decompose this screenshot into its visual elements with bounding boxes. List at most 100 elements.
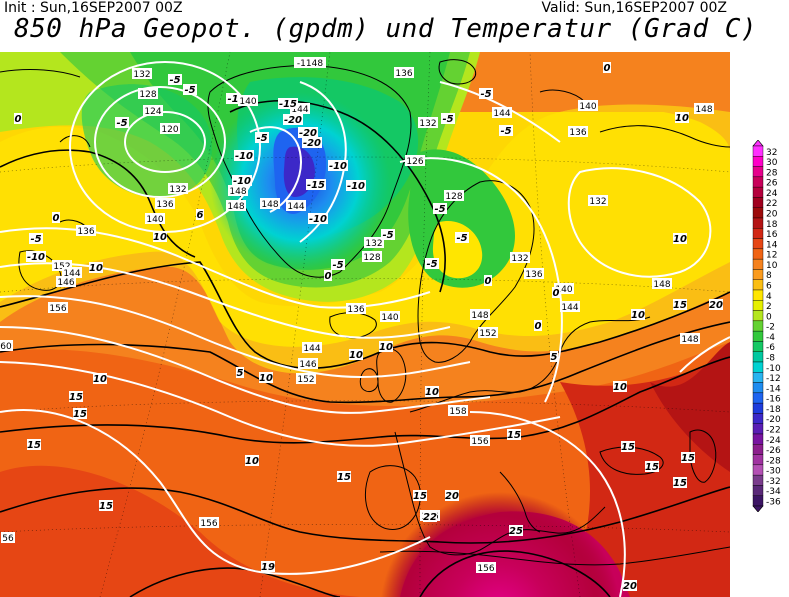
temp-label-28: 0 <box>535 321 542 332</box>
legend-label-8: 16 <box>766 230 778 240</box>
temp-label-61: 22 <box>423 512 437 523</box>
height-label-bg-43 <box>470 435 490 446</box>
height-label-bg-27 <box>364 237 384 248</box>
legend-swatch-29 <box>752 444 764 455</box>
height-label-bg-11 <box>568 126 588 137</box>
temp-label-60: 20 <box>445 491 459 502</box>
legend-swatch-9 <box>752 238 764 250</box>
legend-label-10: 12 <box>766 251 777 261</box>
temp-label-45: 10 <box>425 387 439 398</box>
legend-label-1: 30 <box>766 158 778 168</box>
temp-label-46: 5 <box>551 352 558 363</box>
height-label-27: 132 <box>365 239 382 249</box>
temp-label-bg-31 <box>26 251 46 262</box>
temp-label-33: 6 <box>197 210 204 221</box>
init-time-label: Init : Sun,16SEP2007 00Z <box>4 0 183 16</box>
temp-label-bg-62 <box>509 525 523 536</box>
height-label-bg-23 <box>52 260 72 271</box>
height-label-4: 140 <box>239 97 256 107</box>
legend-swatch-4 <box>752 186 764 198</box>
height-label-bg-26 <box>48 302 68 313</box>
temp-label-bg-6 <box>255 132 269 143</box>
temp-label-59: 15 <box>413 491 427 502</box>
temp-label-bg-42 <box>349 349 363 360</box>
legend-label-3: 26 <box>766 179 778 189</box>
height-label-47: 60 <box>0 342 12 352</box>
legend-label-6: 20 <box>766 210 778 220</box>
height-label-bg-16 <box>286 200 306 211</box>
temp-label-34: 10 <box>153 232 167 243</box>
temp-label-3: -15 <box>279 99 297 110</box>
legend-label-21: -10 <box>766 364 781 374</box>
height-label-13: 126 <box>406 157 423 167</box>
temp-label-bg-5 <box>115 117 129 128</box>
temp-label-41: 10 <box>259 373 273 384</box>
temp-label-bg-0 <box>168 74 182 85</box>
height-label-22: 136 <box>77 227 94 237</box>
temp-label-24: 0 <box>15 114 22 125</box>
temp-label-bg-24 <box>14 113 22 124</box>
legend-label-22: -12 <box>766 374 781 384</box>
temp-label-bg-25 <box>52 212 60 223</box>
legend-swatch-18 <box>752 330 764 342</box>
height-label-bg-44 <box>199 517 219 528</box>
temp-label-bg-57 <box>99 500 113 511</box>
height-label-19: 140 <box>146 215 163 225</box>
height-label-bg-28 <box>362 251 382 262</box>
height-label-6: 144 <box>291 105 308 115</box>
temp-label-bg-46 <box>550 351 558 362</box>
temp-label-bg-9 <box>234 150 254 161</box>
height-label-38: 152 <box>297 375 314 385</box>
height-label-bg-42 <box>448 405 468 416</box>
temp-label-18: -5 <box>434 204 445 215</box>
temp-label-31: -10 <box>27 252 45 263</box>
temp-label-bg-15 <box>479 88 493 99</box>
temp-label-bg-38 <box>673 299 687 310</box>
temp-label-bg-14 <box>308 213 328 224</box>
temp-label-bg-55 <box>673 477 687 488</box>
temp-label-42: 10 <box>349 350 363 361</box>
legend-swatch-3 <box>752 176 764 188</box>
geopotential-contours <box>0 61 730 597</box>
temp-label-30: -5 <box>30 234 41 245</box>
legend-swatch-13 <box>752 279 764 291</box>
temp-label-11: -15 <box>307 180 325 191</box>
legend-swatch-25 <box>752 402 764 414</box>
height-label-bg-39 <box>470 309 490 320</box>
legend-swatch-30 <box>752 454 764 466</box>
height-label-bg-25 <box>62 267 82 278</box>
legend-label-24: -16 <box>766 395 781 405</box>
temp-label-bg-35 <box>675 112 689 123</box>
legend-swatch-15 <box>752 300 764 311</box>
temp-label-bg-61 <box>423 511 437 522</box>
height-label-26: 156 <box>49 304 66 314</box>
height-label-bg-4 <box>238 95 258 106</box>
legend-swatch-5 <box>752 197 764 208</box>
height-label-bg-2 <box>394 67 414 78</box>
temp-label-bg-13 <box>346 180 366 191</box>
height-label-2: 136 <box>395 69 412 79</box>
temp-label-20: -5 <box>382 230 393 241</box>
height-label-0: -1148 <box>297 59 323 69</box>
legend-label-4: 24 <box>766 189 778 199</box>
height-label-bg-48 <box>1 532 15 543</box>
valid-time-label: Valid: Sun,16SEP2007 00Z <box>541 0 727 16</box>
legend-swatch-21 <box>752 361 764 373</box>
temp-label-bg-12 <box>232 175 252 186</box>
legend-label-17: -2 <box>766 323 775 333</box>
chart-header: Init : Sun,16SEP2007 00Z Valid: Sun,16SE… <box>0 0 789 52</box>
legend-swatch-24 <box>752 392 764 404</box>
height-label-bg-12 <box>694 103 714 114</box>
temp-label-63: 19 <box>261 562 275 573</box>
legend-swatch-19 <box>752 341 764 352</box>
temp-label-5: -5 <box>116 118 127 129</box>
height-label-25: 144 <box>63 269 80 279</box>
temp-label-bg-30 <box>29 233 43 244</box>
legend-swatch-27 <box>752 423 764 435</box>
height-label-bg-1 <box>132 68 152 79</box>
height-label-bg-22 <box>76 225 96 236</box>
legend-label-31: -30 <box>766 467 781 477</box>
temp-label-38: 15 <box>673 300 687 311</box>
temp-label-26: 0 <box>325 271 332 282</box>
temp-label-bg-8 <box>302 137 322 148</box>
